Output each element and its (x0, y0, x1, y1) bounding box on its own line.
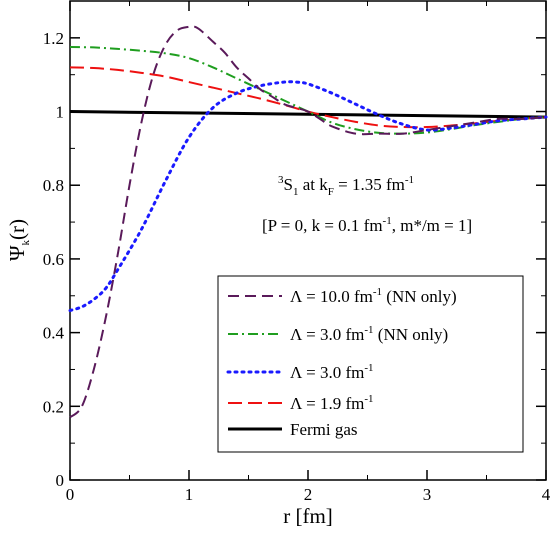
legend: Λ = 10.0 fm-1 (NN only) Λ = 3.0 fm-1 (NN … (217, 275, 524, 453)
x-tick-label: 1 (185, 485, 194, 504)
y-tick-label: 0 (56, 471, 65, 490)
series-line-4 (69, 110, 547, 119)
x-tick-label: 3 (423, 485, 432, 504)
legend-label-1: Λ = 3.0 fm-1 (NN only) (290, 324, 448, 344)
plot-area: 0 1 2 3 4 0 0.2 0.4 0.6 0.8 1 1.2 (43, 0, 551, 504)
y-tick-label: 0.4 (43, 324, 65, 343)
x-tick-label: 2 (304, 485, 313, 504)
series-line-1 (69, 46, 547, 135)
legend-label-0: Λ = 10.0 fm-1 (NN only) (290, 286, 457, 306)
x-tick-label: 4 (542, 485, 551, 504)
legend-box (217, 275, 524, 453)
y-tick-label: 0.6 (43, 250, 64, 269)
y-tick-label: 1.2 (43, 29, 64, 48)
legend-label-4: Fermi gas (290, 420, 358, 439)
legend-items: Λ = 10.0 fm-1 (NN only) Λ = 3.0 fm-1 (NN … (226, 286, 457, 439)
y-axis-label: Ψk(r) (5, 219, 32, 261)
legend-label-3: Λ = 1.9 fm-1 (290, 393, 374, 413)
x-ticks: 0 1 2 3 4 (66, 1, 551, 504)
annotation-state: 3S1 at kF = 1.35 fm-1 (278, 174, 414, 198)
legend-label-2: Λ = 3.0 fm-1 (290, 362, 374, 382)
x-axis-label: r [fm] (283, 504, 333, 528)
y-tick-label: 1 (56, 103, 65, 122)
y-tick-label: 0.2 (43, 397, 64, 416)
y-tick-label: 0.8 (43, 176, 64, 195)
series-layer (68, 25, 548, 419)
y-ticks: 0 0.2 0.4 0.6 0.8 1 1.2 (43, 0, 546, 490)
series-line-0 (69, 25, 547, 419)
series-line-2 (68, 80, 548, 313)
x-tick-label: 0 (66, 485, 75, 504)
annotation-params: [P = 0, k = 0.1 fm-1, m*/m = 1] (262, 215, 472, 235)
